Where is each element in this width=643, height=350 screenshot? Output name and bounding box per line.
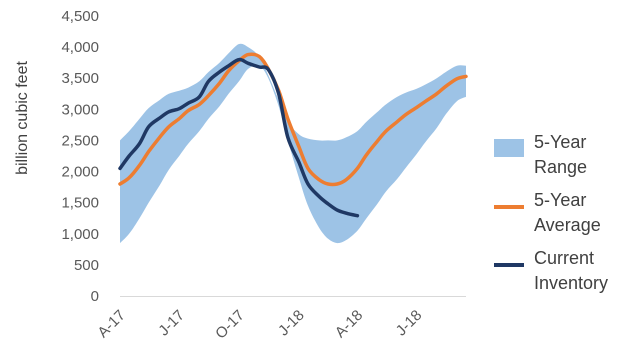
x-axis: A-17 J-17 O-17 J-18 A-18 J-18 [94,296,466,343]
legend-swatch-average [494,205,524,209]
y-tick-label: 500 [74,257,99,274]
legend-swatch-range [494,139,524,157]
y-axis-label: billion cubic feet [14,61,31,175]
y-tick-label: 4,000 [61,39,99,56]
legend-label-range: 5-Year Range [534,132,588,177]
plot-area [118,43,468,244]
legend-label-average: 5-Year Average [534,190,601,235]
series-average-line [118,52,468,187]
y-axis: 0 500 1,000 1,500 2,000 2,500 3,000 3,500 4,000 4… [61,8,99,305]
x-tick-label: A-17 [94,307,128,341]
y-tick-label: 3,500 [61,70,99,87]
x-tick-label: A-18 [332,307,366,341]
legend-swatch-inventory [494,263,524,267]
series-range-band [120,43,466,244]
x-tick-label: O-17 [212,307,248,343]
series-inventory-line [118,57,360,218]
y-tick-label: 1,500 [61,195,99,212]
legend-item-average: 5-Year Average [494,186,643,244]
legend: 5-Year Range 5-Year Average Current Inve… [494,128,643,302]
y-tick-label: 1,000 [61,226,99,243]
legend-label-inventory: Current Inventory [534,248,609,293]
legend-item-inventory: Current Inventory [494,244,643,302]
y-tick-label: 2,000 [61,164,99,181]
y-tick-label: 0 [91,288,99,305]
y-tick-label: 3,000 [61,101,99,118]
x-tick-label: J-18 [393,307,426,340]
x-tick-label: J-18 [275,307,308,340]
legend-item-range: 5-Year Range [494,128,643,186]
x-tick-label: J-17 [155,307,188,340]
y-tick-label: 2,500 [61,132,99,149]
y-tick-label: 4,500 [61,8,99,25]
